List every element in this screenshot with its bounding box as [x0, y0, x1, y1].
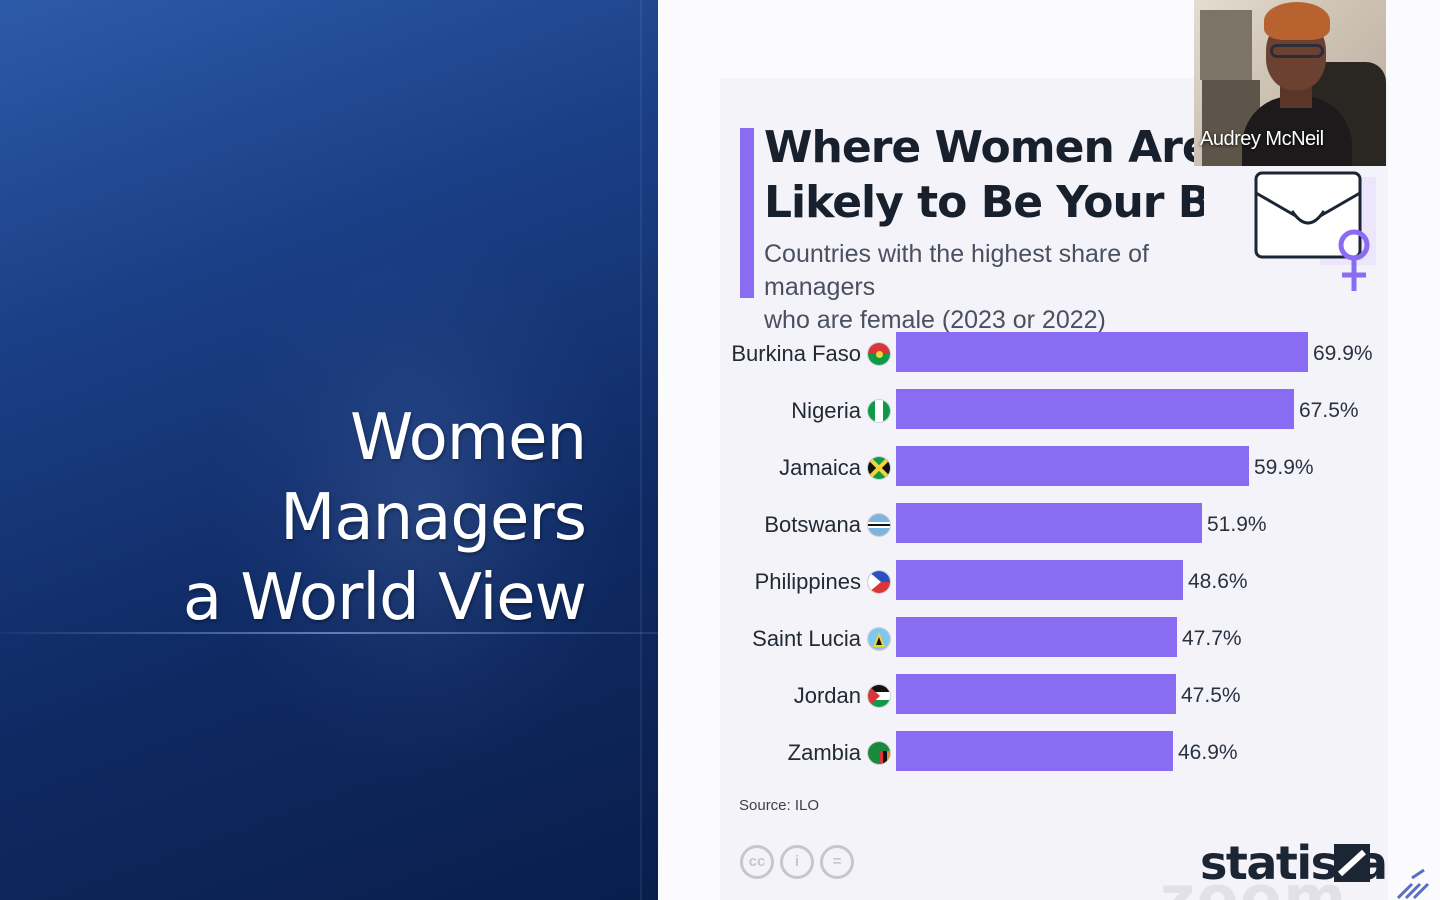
slide-title-line-2: a World View [182, 561, 587, 635]
bar [896, 446, 1249, 486]
chart-subtitle-line-2: who are female (2023 or 2022) [764, 306, 1106, 334]
bar-value-label: 47.7% [1182, 627, 1242, 650]
bar-category-label: Jordan [793, 683, 861, 708]
chart-source: Source: ILO [739, 797, 820, 814]
bar [896, 389, 1294, 429]
slide-edge-line [640, 0, 642, 900]
bar [896, 332, 1308, 372]
title-accent-bar [740, 128, 754, 298]
bar-value-label: 69.9% [1313, 342, 1373, 365]
bar-row: Botswana 51.9% [730, 503, 1390, 547]
bar [896, 560, 1183, 600]
bar-value-label: 48.6% [1188, 570, 1248, 593]
country-flag-icon [867, 342, 891, 366]
bar-row: Jordan 47.5% [730, 674, 1390, 718]
country-flag-icon [867, 684, 891, 708]
bar-row: Philippines 48.6% [730, 560, 1390, 604]
bar-value-label: 67.5% [1299, 399, 1359, 422]
participant-glasses [1270, 44, 1324, 58]
bar-row: Saint Lucia 47.7% [730, 617, 1390, 661]
country-flag-icon [867, 570, 891, 594]
chart-subtitle: Countries with the highest share of mana… [764, 238, 1244, 337]
attribution-icon: i [780, 845, 814, 879]
bar-category-label: Botswana [764, 512, 861, 537]
slide-glow-decoration [210, 220, 630, 780]
slide-title: Women Managers a World View [26, 398, 587, 638]
bar [896, 674, 1176, 714]
video-shelf [1200, 10, 1252, 80]
bar-category-label: Saint Lucia [752, 626, 861, 651]
bar [896, 617, 1177, 657]
chart-title: Where Women Are Mo Likely to Be Your Bos… [764, 120, 1204, 230]
bar [896, 503, 1202, 543]
bar-category-label: Burkina Faso [731, 341, 861, 366]
briefcase-female-icon [1254, 171, 1376, 291]
bar-value-label: 59.9% [1254, 456, 1314, 479]
bar-row: Burkina Faso 69.9% [730, 332, 1390, 376]
bar-category-label: Jamaica [779, 455, 861, 480]
participant-hair [1264, 2, 1330, 40]
country-flag-icon [867, 456, 891, 480]
country-flag-icon [867, 399, 891, 423]
bar-value-label: 51.9% [1207, 513, 1267, 536]
chart-title-line-1: Where Women Are Mo [764, 122, 1204, 173]
country-flag-icon [867, 513, 891, 537]
participant-video-tile[interactable]: Audrey McNeil [1194, 0, 1386, 166]
bar-chart: Burkina Faso 69.9% Nigeria 67.5% Jamaica 59.9… [730, 320, 1390, 790]
slide-divider-line [0, 632, 658, 634]
slide-left-panel: Women Managers a World View [0, 0, 658, 900]
chart-title-line-2: Likely to Be Your Boss [764, 177, 1204, 228]
bar-category-label: Zambia [787, 740, 861, 765]
participant-name: Audrey McNeil [1200, 128, 1324, 150]
creative-commons-icon: cc [740, 845, 774, 879]
zoom-watermark: zoom [1160, 863, 1348, 900]
statista-logo-icon [1334, 844, 1370, 882]
bar-category-label: Nigeria [791, 398, 861, 423]
bar-value-label: 47.5% [1181, 684, 1241, 707]
no-derivatives-icon: = [820, 845, 854, 879]
country-flag-icon [867, 741, 891, 765]
slide-title-line-1: Women Managers [280, 401, 587, 555]
bar [896, 731, 1173, 771]
chart-subtitle-line-1: Countries with the highest share of mana… [764, 240, 1149, 301]
zoom-corner-icon [1396, 868, 1430, 900]
bar-row: Nigeria 67.5% [730, 389, 1390, 433]
country-flag-icon [867, 627, 891, 651]
bar-row: Jamaica 59.9% [730, 446, 1390, 490]
bar-row: Zambia 46.9% [730, 731, 1390, 775]
license-icons: cc i = [740, 845, 860, 881]
bar-category-label: Philippines [754, 569, 861, 594]
bar-value-label: 46.9% [1178, 741, 1238, 764]
